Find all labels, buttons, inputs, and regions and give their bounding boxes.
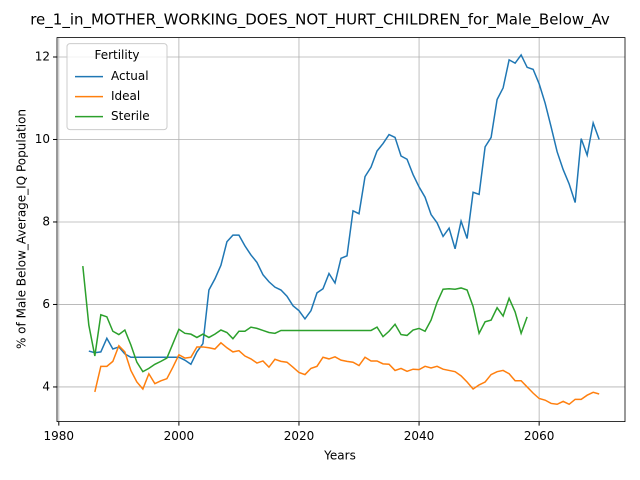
y-axis-label: % of Male Below_Average_IQ Population	[15, 109, 29, 349]
legend-label: Actual	[111, 69, 149, 83]
line-series	[94, 341, 600, 406]
x-tick-label: 2020	[284, 429, 315, 443]
x-axis-label: Years	[323, 449, 356, 463]
x-tick-label: 1980	[44, 429, 75, 443]
legend-box	[66, 43, 168, 131]
legend-label: Sterile	[111, 109, 150, 123]
y-tick-label: 12	[35, 49, 50, 63]
plot-frame	[56, 37, 626, 422]
y-tick-label: 10	[35, 132, 50, 146]
y-tick-label: 8	[42, 214, 50, 228]
x-tick-label: 2060	[524, 429, 555, 443]
line-series	[88, 53, 600, 366]
y-tick-label: 6	[42, 297, 50, 311]
x-tick-label: 2040	[404, 429, 435, 443]
legend-title: Fertility	[94, 48, 139, 62]
x-tick-label: 2000	[164, 429, 195, 443]
y-tick-label: 4	[42, 379, 50, 393]
line-series	[82, 266, 528, 373]
chart-title: re_1_in_MOTHER_WORKING_DOES_NOT_HURT_CHI…	[30, 11, 610, 30]
legend-label: Ideal	[111, 89, 140, 103]
